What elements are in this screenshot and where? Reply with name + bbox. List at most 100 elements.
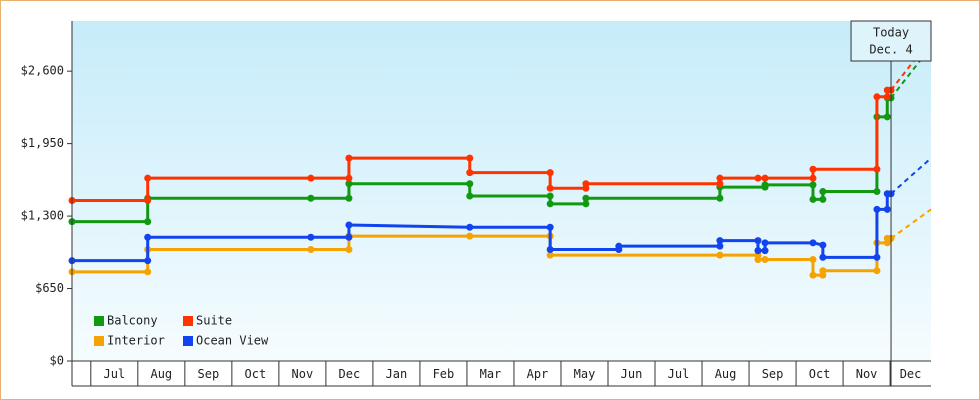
x-tick-label: Apr <box>527 367 549 381</box>
price-point <box>819 267 827 275</box>
price-point <box>144 174 152 182</box>
y-tick-label: $1,950 <box>21 136 64 150</box>
price-point <box>546 223 554 231</box>
price-point <box>345 246 353 254</box>
price-point <box>754 237 762 245</box>
price-point <box>466 232 474 240</box>
price-point <box>345 221 353 229</box>
price-point <box>307 233 315 241</box>
x-tick-label: May <box>574 367 596 381</box>
price-point <box>873 253 881 261</box>
legend-label: Interior <box>107 334 165 348</box>
x-tick-label: Dec <box>900 367 922 381</box>
y-tick-label: $650 <box>35 281 64 295</box>
legend-label: Balcony <box>107 314 158 328</box>
price-point <box>754 174 762 182</box>
price-point <box>307 194 315 202</box>
price-point <box>144 196 152 204</box>
price-point <box>307 174 315 182</box>
price-point <box>144 268 152 276</box>
price-point <box>546 200 554 208</box>
price-point <box>754 247 762 255</box>
price-point <box>761 256 769 264</box>
y-tick-label: $0 <box>50 354 64 368</box>
price-point <box>754 256 762 264</box>
price-point <box>466 192 474 200</box>
x-tick-label: Jul <box>668 367 690 381</box>
price-point <box>819 188 827 196</box>
price-point <box>144 233 152 241</box>
price-point <box>466 180 474 188</box>
x-tick-label: Oct <box>809 367 831 381</box>
x-tick-label: Dec <box>339 367 361 381</box>
plot-background <box>72 21 931 361</box>
price-point <box>716 251 724 259</box>
price-point <box>144 257 152 265</box>
price-point <box>883 113 891 121</box>
legend-swatch <box>94 336 104 346</box>
price-point <box>307 246 315 254</box>
price-point <box>345 154 353 162</box>
price-point <box>873 267 881 275</box>
y-tick-label: $1,300 <box>21 209 64 223</box>
x-tick-label: Nov <box>292 367 314 381</box>
price-point <box>809 181 817 189</box>
x-tick-label: Jul <box>103 367 125 381</box>
price-point <box>466 223 474 231</box>
x-tick-label: Sep <box>198 367 220 381</box>
x-tick-label: Mar <box>480 367 502 381</box>
price-point <box>761 181 769 189</box>
price-point <box>582 194 590 202</box>
legend-swatch <box>183 336 193 346</box>
price-point <box>761 247 769 255</box>
price-point <box>809 271 817 279</box>
x-tick-label: Feb <box>433 367 455 381</box>
price-point <box>345 180 353 188</box>
price-point <box>819 253 827 261</box>
legend-swatch <box>94 316 104 326</box>
price-point <box>546 192 554 200</box>
price-point <box>761 239 769 247</box>
price-point <box>466 154 474 162</box>
price-point <box>809 165 817 173</box>
price-point <box>546 246 554 254</box>
price-point <box>873 165 881 173</box>
price-point <box>345 174 353 182</box>
x-tick-label: Jan <box>386 367 408 381</box>
price-point <box>716 174 724 182</box>
price-point <box>716 180 724 188</box>
price-point <box>582 180 590 188</box>
price-point <box>546 251 554 259</box>
price-point <box>716 194 724 202</box>
legend-label: Ocean View <box>196 334 269 348</box>
price-point <box>761 174 769 182</box>
price-point <box>819 195 827 203</box>
price-point <box>809 239 817 247</box>
x-tick-label: Oct <box>245 367 267 381</box>
price-point <box>546 169 554 177</box>
price-point <box>809 256 817 264</box>
price-point <box>819 241 827 249</box>
price-point <box>873 205 881 213</box>
today-label: Today <box>873 26 909 40</box>
price-point <box>883 93 891 101</box>
x-tick-label: Jun <box>621 367 643 381</box>
price-point <box>883 205 891 213</box>
price-point <box>582 200 590 208</box>
price-point <box>809 174 817 182</box>
x-tick-label: Sep <box>762 367 784 381</box>
price-point <box>809 195 817 203</box>
legend-label: Suite <box>196 314 232 328</box>
price-point <box>873 188 881 196</box>
legend-swatch <box>183 316 193 326</box>
price-point <box>873 93 881 101</box>
price-point <box>345 194 353 202</box>
x-tick-label: Nov <box>856 367 878 381</box>
price-point <box>466 169 474 177</box>
x-tick-label: Aug <box>715 367 737 381</box>
today-label: Dec. 4 <box>869 43 912 57</box>
price-point <box>144 218 152 226</box>
price-point <box>615 242 623 250</box>
